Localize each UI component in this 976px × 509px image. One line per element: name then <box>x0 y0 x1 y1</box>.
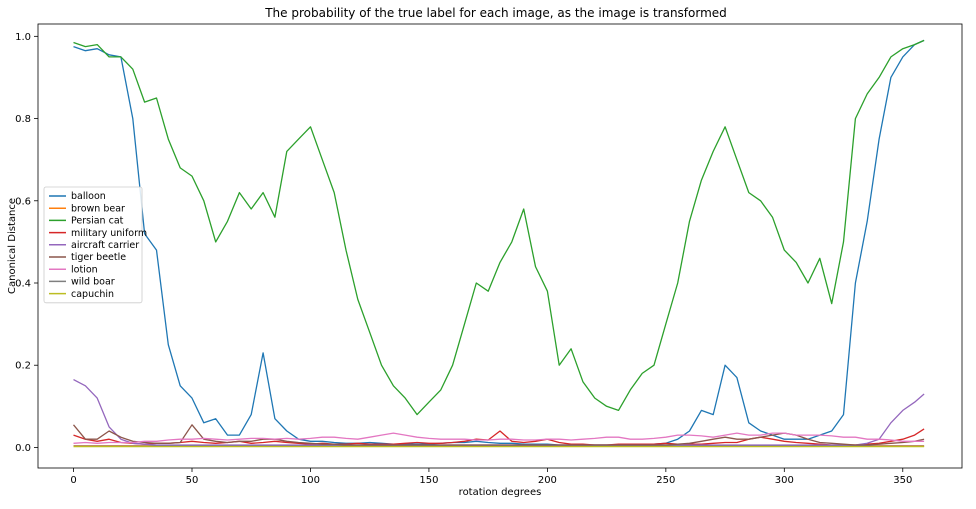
y-axis-label: Canonical Distance <box>7 198 18 294</box>
chart-title: The probability of the true label for ea… <box>264 6 727 20</box>
y-tick-label-1: 0.2 <box>15 361 31 372</box>
y-tick-label-2: 0.4 <box>15 279 31 290</box>
x-tick-label-5: 250 <box>656 475 675 486</box>
y-tick-label-4: 0.8 <box>15 114 31 125</box>
legend-label-8: capuchin <box>71 289 114 300</box>
x-tick-label-0: 0 <box>70 475 76 486</box>
legend-box <box>43 186 143 304</box>
series-line-6 <box>73 432 925 444</box>
legend-label-3: military uniform <box>71 228 147 239</box>
x-axis-ticks: 0 50 100 150 200 250 300 350 <box>70 468 912 486</box>
series-line-3 <box>73 428 925 446</box>
x-tick-label-1: 50 <box>186 475 199 486</box>
x-tick-label-6: 300 <box>775 475 794 486</box>
legend-label-0: balloon <box>71 191 106 202</box>
series-layer <box>72 39 925 448</box>
legend-label-4: aircraft carrier <box>71 240 139 251</box>
legend-label-2: Persian cat <box>71 216 124 227</box>
legend-label-5: tiger beetle <box>71 252 126 263</box>
series-line-2 <box>73 39 925 416</box>
y-axis-ticks: 0.0 0.2 0.4 0.6 0.8 1.0 <box>15 32 38 454</box>
y-tick-label-0: 0.0 <box>15 443 31 454</box>
legend-label-6: lotion <box>71 264 98 275</box>
x-tick-label-3: 150 <box>419 475 438 486</box>
legend-label-1: brown bear <box>71 203 125 214</box>
x-tick-label-7: 350 <box>893 475 912 486</box>
legend-label-7: wild boar <box>71 277 115 288</box>
series-line-0 <box>73 39 925 446</box>
y-tick-label-3: 0.6 <box>15 196 31 207</box>
y-tick-label-5: 1.0 <box>15 32 31 43</box>
x-axis-label: rotation degrees <box>459 487 542 498</box>
x-tick-label-4: 200 <box>538 475 557 486</box>
plot-frame <box>37 23 963 469</box>
x-tick-label-2: 100 <box>301 475 320 486</box>
